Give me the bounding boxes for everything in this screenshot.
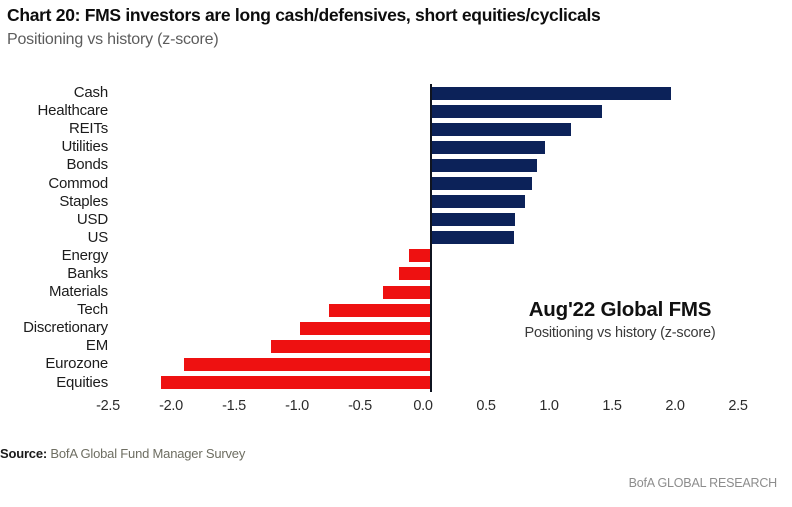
bar — [432, 140, 546, 154]
category-label: REITs — [68, 120, 108, 138]
bar — [183, 357, 432, 371]
zero-axis-line — [430, 84, 432, 392]
bar — [399, 267, 432, 281]
category-label: Bonds — [66, 156, 108, 174]
category-label: Tech — [77, 301, 108, 319]
x-tick-label: -1.5 — [222, 398, 246, 414]
x-tick-label: 1.5 — [602, 398, 622, 414]
bar — [432, 158, 537, 172]
bar-row: Discretionary — [0, 319, 792, 337]
bar — [432, 176, 532, 190]
x-tick-label: 1.0 — [539, 398, 559, 414]
source-label: Source: — [0, 446, 48, 461]
bar — [432, 213, 516, 227]
bar-row: USD — [0, 211, 792, 229]
bar-row: REITs — [0, 120, 792, 138]
bar — [328, 303, 432, 317]
category-label: Equities — [56, 373, 108, 391]
bar — [161, 376, 432, 389]
brand-footer: BofA GLOBAL RESEARCH — [628, 476, 778, 490]
plot-cell — [117, 120, 747, 138]
category-label: US — [87, 228, 109, 246]
bar-row: US — [0, 229, 792, 247]
bar — [432, 122, 571, 136]
x-tick-label: 2.5 — [728, 398, 748, 414]
plot-cell — [117, 193, 747, 211]
bar-row: Eurozone — [0, 355, 792, 373]
category-label: USD — [76, 210, 108, 228]
category-label: EM — [85, 337, 108, 355]
bar-rows: Cash Healthcare REITs Utilities Bonds Commod S… — [0, 84, 792, 392]
bar-row: Tech — [0, 301, 792, 319]
bar-row: EM — [0, 337, 792, 355]
plot-cell — [117, 247, 747, 265]
category-label: Cash — [73, 84, 108, 102]
bar — [432, 86, 672, 100]
plot-cell — [117, 174, 747, 192]
annotation-subtitle: Positioning vs history (z-score) — [524, 325, 716, 341]
x-tick-label: 0.0 — [413, 398, 433, 414]
bar — [299, 321, 432, 335]
plot-cell — [117, 374, 747, 392]
x-tick-label: -1.0 — [285, 398, 309, 414]
bar-row: Healthcare — [0, 102, 792, 120]
x-tick-label: -0.5 — [348, 398, 372, 414]
bar-row: Materials — [0, 283, 792, 301]
x-tick-label: -2.5 — [96, 398, 120, 414]
bar — [432, 104, 603, 118]
plot-cell — [117, 337, 747, 355]
plot-cell — [117, 355, 747, 373]
bar-row: Energy — [0, 247, 792, 265]
plot-cell — [117, 102, 747, 120]
bar-row: Bonds — [0, 156, 792, 174]
plot-cell — [117, 229, 747, 247]
annotation-title: Aug'22 Global FMS — [528, 298, 712, 321]
category-label: Banks — [67, 264, 108, 282]
bar-row: Staples — [0, 193, 792, 211]
category-label: Commod — [48, 174, 108, 192]
bar-row: Utilities — [0, 138, 792, 156]
x-tick-label: 0.5 — [476, 398, 496, 414]
category-label: Discretionary — [23, 319, 108, 337]
category-label: Staples — [59, 192, 108, 210]
category-label: Materials — [48, 283, 108, 301]
bar — [382, 285, 432, 299]
category-label: Utilities — [61, 138, 108, 156]
bar — [409, 249, 432, 263]
source-line: Source: BofA Global Fund Manager Survey — [0, 446, 245, 461]
bar-row: Cash — [0, 84, 792, 102]
category-label: Energy — [61, 246, 109, 264]
bar-row: Equities — [0, 374, 792, 392]
plot-cell — [117, 301, 747, 319]
plot-cell — [117, 138, 747, 156]
category-label: Healthcare — [37, 102, 108, 120]
chart-title: Chart 20: FMS investors are long cash/de… — [7, 5, 601, 25]
plot-cell — [117, 283, 747, 301]
bar-chart: Cash Healthcare REITs Utilities Bonds Commod S… — [0, 84, 792, 424]
chart-subtitle: Positioning vs history (z-score) — [7, 31, 219, 48]
plot-cell — [117, 211, 747, 229]
x-tick-label: 2.0 — [665, 398, 685, 414]
bar — [270, 339, 432, 353]
bar — [432, 195, 526, 209]
plot-cell — [117, 84, 747, 102]
x-axis-tick-labels: -2.5 -2.0 -1.5 -1.0 -0.5 0.0 0.5 1.0 1.5 2.0 2.5 — [0, 398, 792, 418]
source-text: BofA Global Fund Manager Survey — [47, 446, 246, 461]
bar — [432, 231, 514, 245]
chart-annotation: Aug'22 Global FMS Positioning vs history… — [455, 298, 785, 341]
category-label: Eurozone — [45, 355, 108, 373]
bar-row: Banks — [0, 265, 792, 283]
bar-row: Commod — [0, 174, 792, 192]
x-tick-label: -2.0 — [159, 398, 183, 414]
plot-cell — [117, 156, 747, 174]
plot-cell — [117, 319, 747, 337]
plot-cell — [117, 265, 747, 283]
